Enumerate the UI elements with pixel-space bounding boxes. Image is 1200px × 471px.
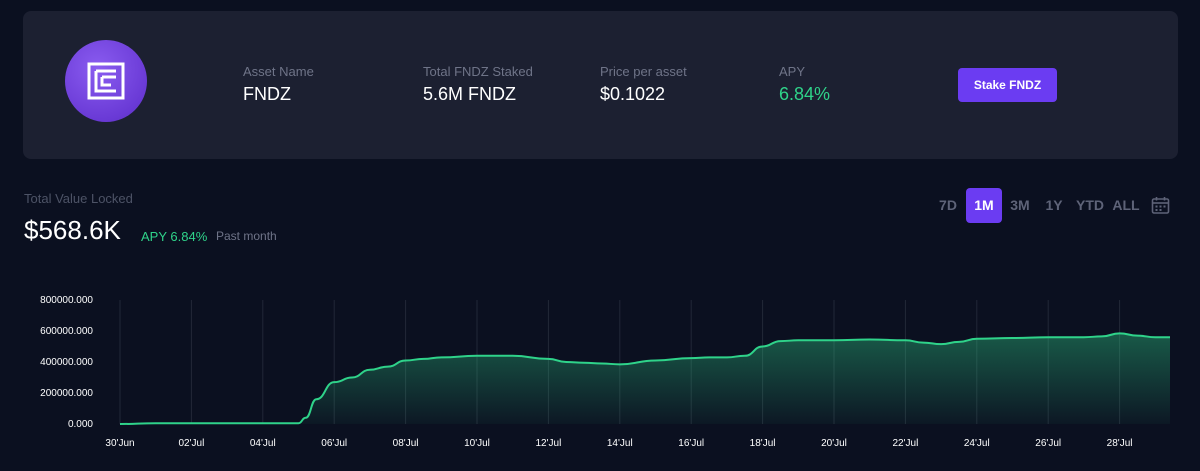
tvl-period: Past month [216, 229, 277, 243]
x-tick-label: 12'Jul [535, 438, 561, 449]
x-tick-label: 04'Jul [250, 438, 276, 449]
total-staked-label: Total FNDZ Staked [423, 64, 533, 79]
x-tick-label: 30'Jun [105, 438, 134, 449]
y-tick-label: 400000.000 [40, 357, 93, 368]
calendar-icon[interactable] [1151, 196, 1170, 215]
y-tick-label: 600000.000 [40, 326, 93, 337]
asset-card: Asset Name FNDZ Total FNDZ Staked 5.6M F… [23, 11, 1178, 159]
tvl-value: $568.6K [24, 215, 121, 245]
x-tick-label: 16'Jul [678, 438, 704, 449]
range-tab-3m[interactable]: 3M [1010, 197, 1030, 213]
x-tick-label: 22'Jul [892, 438, 918, 449]
stake-button[interactable]: Stake FNDZ [958, 68, 1057, 102]
asset-name-label: Asset Name [243, 64, 314, 79]
tvl-apy: APY 6.84% [141, 229, 208, 244]
apy-label: APY [779, 64, 806, 79]
x-tick-label: 20'Jul [821, 438, 847, 449]
x-tick-label: 26'Jul [1035, 438, 1061, 449]
x-tick-label: 06'Jul [321, 438, 347, 449]
total-staked-field: Total FNDZ Staked 5.6M FNDZ [423, 64, 533, 105]
range-tab-ytd[interactable]: YTD [1076, 197, 1104, 213]
asset-name-value: FNDZ [243, 84, 291, 104]
x-tick-label: 24'Jul [964, 438, 990, 449]
y-tick-label: 200000.000 [40, 388, 93, 399]
price-field: Price per asset $0.1022 [600, 64, 687, 105]
tvl-area [120, 333, 1170, 424]
y-tick-label: 0.000 [68, 419, 93, 430]
range-tab-1y[interactable]: 1Y [1045, 197, 1063, 213]
tvl-chart: 800000.000 600000.000 400000.000 200000.000… [40, 295, 1170, 449]
range-tab-all[interactable]: ALL [1112, 197, 1140, 213]
range-tab-1m[interactable]: 1M [966, 188, 1002, 223]
x-tick-label: 10'Jul [464, 438, 490, 449]
apy-field: APY 6.84% [779, 64, 830, 105]
tvl-line [119, 332, 1170, 425]
range-tab-7d[interactable]: 7D [939, 197, 957, 213]
x-tick-label: 02'Jul [178, 438, 204, 449]
x-tick-label: 28'Jul [1107, 438, 1133, 449]
asset-name-field: Asset Name FNDZ [243, 64, 314, 105]
x-tick-label: 14'Jul [607, 438, 633, 449]
x-tick-label: 18'Jul [750, 438, 776, 449]
apy-value: 6.84% [779, 84, 831, 104]
x-tick-label: 08'Jul [393, 438, 419, 449]
y-tick-label: 800000.000 [40, 295, 93, 306]
total-staked-value: 5.6M FNDZ [423, 84, 517, 104]
price-value: $0.1022 [600, 84, 666, 104]
price-label: Price per asset [600, 64, 687, 79]
tvl-label: Total Value Locked [24, 191, 133, 206]
fndz-logo-icon [65, 40, 147, 122]
